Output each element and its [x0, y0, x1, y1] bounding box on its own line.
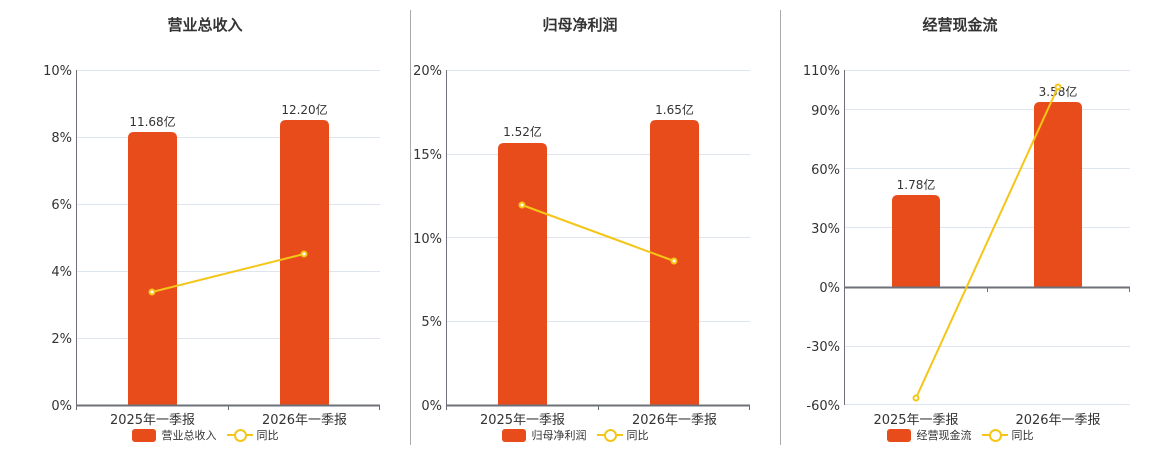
legend-line-swatch[interactable] — [226, 428, 253, 442]
chart-canvas: 0% 2% 4% 6% 8% 10% 11.68亿 12.20亿 2025年一季… — [43, 64, 380, 428]
legend-bar-swatch[interactable] — [501, 428, 526, 442]
x-label: 2026年一季报 — [1015, 413, 1100, 428]
chart-title: 营业总收入 — [167, 16, 243, 34]
yoy-point[interactable] — [300, 250, 308, 258]
yoy-point[interactable] — [148, 288, 156, 296]
y-tick: 110% — [803, 64, 840, 79]
panel-divider — [780, 10, 781, 445]
y-tick: 10% — [413, 232, 442, 247]
y-tick: 20% — [413, 64, 442, 79]
bar-2026q1[interactable] — [280, 120, 329, 405]
bar-2025q1[interactable] — [498, 143, 547, 405]
y-tick: -30% — [806, 340, 840, 355]
y-tick: 0% — [819, 281, 840, 296]
yoy-point[interactable] — [912, 394, 920, 402]
bar-2025q1[interactable] — [892, 195, 940, 287]
y-tick: -60% — [806, 399, 840, 414]
legend-bar-swatch[interactable] — [131, 428, 156, 442]
bar-label: 1.78亿 — [897, 177, 936, 192]
bar-label: 11.68亿 — [129, 114, 175, 129]
grid-lines — [845, 70, 1130, 405]
y-tick-labels: 0% 5% 10% 15% 20% — [413, 64, 442, 414]
x-label: 2025年一季报 — [110, 413, 195, 428]
chart-panel-net-profit: 归母净利润 0% 5% 10% 15% 20% 1.52亿 1.65亿 2025… — [370, 0, 780, 450]
x-label: 2025年一季报 — [480, 413, 565, 428]
legend-bar-label[interactable]: 营业总收入 — [161, 429, 217, 442]
y-tick: 90% — [811, 104, 840, 119]
bar-label: 12.20亿 — [281, 102, 327, 117]
y-tick: 5% — [421, 315, 442, 330]
y-tick-labels: 0% 2% 4% 6% 8% 10% — [43, 64, 72, 414]
legend-line-swatch[interactable] — [596, 428, 623, 442]
y-tick: 30% — [811, 222, 840, 237]
y-tick: 8% — [51, 131, 72, 146]
chart-panel-operating-cashflow: 经营现金流 -60% -30% 0% 30% 60% 90% 110% 1.78… — [740, 0, 1160, 450]
bar-2026q1[interactable] — [1034, 102, 1082, 287]
legend-bar-label[interactable]: 归母净利润 — [531, 429, 587, 442]
legend-line-label[interactable]: 同比 — [626, 429, 649, 442]
chart-legend: 营业总收入 同比 — [0, 427, 410, 443]
yoy-point[interactable] — [1054, 83, 1062, 91]
bar-label: 1.52亿 — [503, 124, 542, 139]
y-tick-labels: -60% -30% 0% 30% 60% 90% 110% — [803, 64, 840, 414]
y-tick: 60% — [811, 163, 840, 178]
y-tick: 0% — [51, 399, 72, 414]
grid-lines — [447, 70, 750, 322]
yoy-point[interactable] — [670, 257, 678, 265]
bar-2025q1[interactable] — [128, 132, 177, 405]
legend-line-label[interactable]: 同比 — [256, 429, 279, 442]
legend-bar-swatch[interactable] — [886, 428, 911, 442]
x-label: 2025年一季报 — [873, 413, 958, 428]
chart-title: 经营现金流 — [922, 16, 998, 34]
bar-label: 3.58亿 — [1039, 84, 1078, 99]
legend-line-swatch[interactable] — [981, 428, 1008, 442]
grid-lines — [77, 70, 380, 339]
legend-bar-label[interactable]: 经营现金流 — [916, 429, 972, 442]
y-tick: 4% — [51, 265, 72, 280]
y-tick: 15% — [413, 148, 442, 163]
x-label: 2026年一季报 — [262, 413, 347, 428]
x-label: 2026年一季报 — [632, 413, 717, 428]
panel-divider — [410, 10, 411, 445]
yoy-line — [915, 86, 1059, 399]
yoy-line — [151, 253, 305, 293]
y-tick: 2% — [51, 332, 72, 347]
y-tick: 10% — [43, 64, 72, 79]
chart-legend: 归母净利润 同比 — [370, 427, 780, 443]
y-tick: 6% — [51, 198, 72, 213]
chart-canvas: 0% 5% 10% 15% 20% 1.52亿 1.65亿 2025年一季报 2… — [413, 64, 750, 428]
chart-legend: 经营现金流 同比 — [740, 427, 1160, 443]
bar-label: 1.65亿 — [655, 102, 694, 117]
y-tick: 0% — [421, 399, 442, 414]
chart-panel-revenue: 营业总收入 0% 2% 4% 6% 8% 10% 11.68亿 12.20亿 — [0, 0, 410, 450]
legend-line-label[interactable]: 同比 — [1011, 429, 1034, 442]
chart-canvas: -60% -30% 0% 30% 60% 90% 110% 1.78亿 3.58… — [803, 64, 1130, 428]
yoy-line — [521, 204, 675, 262]
yoy-point[interactable] — [518, 201, 526, 209]
chart-title: 归母净利润 — [542, 16, 618, 34]
